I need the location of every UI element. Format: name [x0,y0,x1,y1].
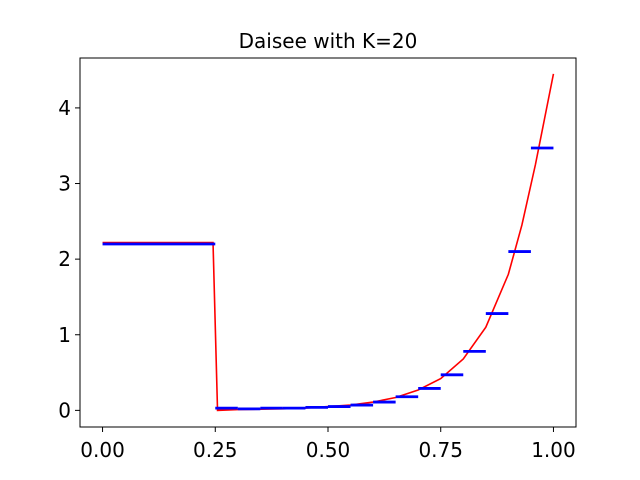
chart-title: Daisee with K=20 [239,29,418,53]
y-tick-label-1: 1 [58,323,71,347]
y-tick-label-0: 0 [58,398,71,422]
y-tick-label-2: 2 [58,247,71,271]
x-tick-label-2: 0.50 [306,438,351,462]
axes: 0.00 0.25 0.50 0.75 1.00 0 1 2 3 4 [58,57,577,462]
plot-area [102,73,555,412]
series-line-0 [102,73,555,412]
y-tick-label-4: 4 [58,96,71,120]
y-tick-label-3: 3 [58,172,71,196]
x-tick-label-0: 0.00 [80,438,125,462]
x-tick-label-1: 0.25 [193,438,238,462]
x-tick-label-3: 0.75 [418,438,463,462]
x-tick-label-4: 1.00 [531,438,576,462]
